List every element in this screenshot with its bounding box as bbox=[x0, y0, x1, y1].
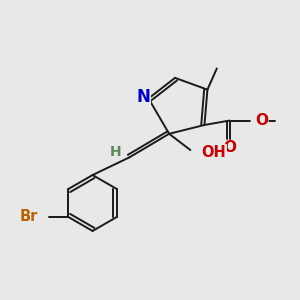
Text: Br: Br bbox=[20, 209, 38, 224]
Text: OH: OH bbox=[202, 145, 226, 160]
Text: H: H bbox=[110, 145, 121, 159]
Text: O: O bbox=[223, 140, 236, 155]
Text: N: N bbox=[136, 88, 150, 106]
Text: O: O bbox=[255, 113, 268, 128]
